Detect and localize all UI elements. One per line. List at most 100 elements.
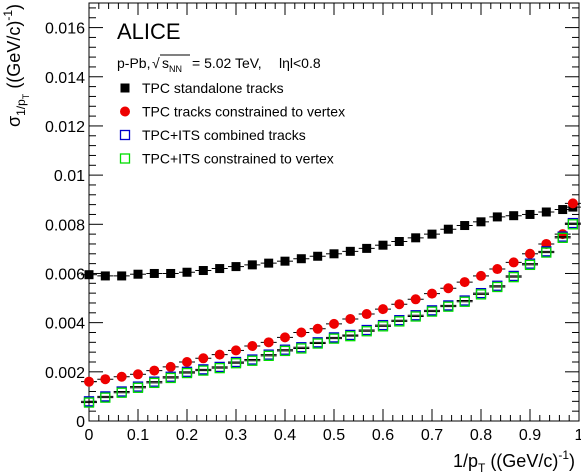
- data-point: [345, 331, 356, 342]
- legend-marker: [120, 106, 130, 117]
- data-point: [149, 377, 160, 389]
- legend-label: TPC standalone tracks: [142, 80, 284, 96]
- data-point: [476, 217, 486, 227]
- data-point: [100, 271, 110, 281]
- x-tick-label: 0.5: [323, 427, 345, 444]
- data-point: [263, 337, 274, 348]
- data-point: [524, 259, 536, 271]
- data-point: [475, 289, 487, 300]
- data-point: [361, 326, 372, 337]
- data-point: [182, 356, 192, 367]
- eta-cut: lηl<0.8: [279, 55, 321, 71]
- data-point: [215, 264, 225, 274]
- data-point: [132, 382, 144, 393]
- data-point: [362, 243, 372, 253]
- data-point: [149, 365, 160, 376]
- data-point: [247, 341, 258, 352]
- data-point: [166, 268, 176, 278]
- data-point: [541, 247, 552, 258]
- data-point: [492, 212, 502, 222]
- legend: TPC standalone tracks TPC tracks constrai…: [119, 80, 345, 167]
- data-point: [525, 209, 535, 219]
- series-1: [81, 202, 581, 281]
- data-point: [198, 266, 208, 276]
- data-point: [567, 219, 579, 230]
- data-point: [394, 299, 405, 310]
- data-point: [492, 264, 503, 275]
- sqrt-symbol: √: [152, 55, 160, 71]
- data-point: [214, 362, 225, 374]
- s-nn-symbol: sNN: [162, 55, 182, 74]
- data-point: [443, 283, 454, 294]
- data-point: [296, 343, 307, 354]
- data-point: [411, 233, 421, 243]
- data-point: [247, 355, 258, 366]
- data-point: [133, 269, 143, 279]
- x-axis-title: 1/pT ((GeV/c)-1): [453, 448, 575, 475]
- data-point: [329, 249, 339, 259]
- data-point: [508, 272, 519, 283]
- data-point: [247, 260, 257, 270]
- data-point: [296, 327, 307, 338]
- data-point: [509, 211, 519, 221]
- y-tick-label: 0.002: [45, 365, 85, 382]
- data-point: [476, 270, 486, 281]
- data-point: [378, 304, 388, 315]
- data-point: [100, 392, 111, 403]
- y-tick-label: 0.014: [45, 70, 85, 87]
- legend-label: TPC tracks constrained to vertex: [142, 104, 345, 120]
- data-point: [149, 268, 159, 278]
- data-point: [345, 313, 356, 324]
- x-tick-label: 1: [575, 427, 581, 444]
- data-point: [116, 371, 127, 382]
- series-2: [81, 198, 581, 387]
- data-point: [460, 221, 470, 231]
- data-point: [280, 256, 290, 266]
- data-point: [296, 254, 306, 264]
- x-tick-label: 0.8: [470, 427, 492, 444]
- data-point: [567, 198, 578, 209]
- x-tick-label: 0.9: [519, 427, 541, 444]
- data-point: [198, 365, 209, 376]
- legend-marker: [120, 83, 130, 93]
- legend-label: TPC+ITS constrained to vertex: [142, 151, 334, 167]
- data-point: [443, 301, 454, 312]
- collision-energy: = 5.02 TeV,: [192, 55, 262, 71]
- data-point: [83, 397, 95, 408]
- data-point: [557, 232, 568, 243]
- data-point: [378, 240, 388, 250]
- data-point: [541, 207, 551, 217]
- data-point: [165, 372, 176, 384]
- y-tick-label: 0.012: [45, 119, 85, 136]
- data-point: [198, 353, 209, 364]
- y-tick-label: 0.008: [45, 217, 85, 234]
- y-axis-title: σ1/pT ((GeV/c)-1): [1, 4, 31, 127]
- y-tick-label: 0.01: [54, 168, 85, 185]
- data-point: [312, 338, 323, 349]
- data-point: [117, 271, 127, 281]
- data-point: [508, 257, 519, 268]
- data-point: [525, 248, 535, 259]
- data-point: [84, 270, 94, 280]
- data-point: [165, 361, 176, 372]
- data-point: [459, 296, 470, 307]
- data-point: [264, 258, 274, 268]
- y-tick-label: 0.016: [45, 21, 85, 38]
- data-point: [100, 374, 111, 385]
- data-point: [345, 246, 355, 256]
- data-point: [459, 277, 470, 288]
- data-point: [558, 205, 568, 215]
- data-point: [427, 229, 437, 239]
- collision-system: p-Pb,: [117, 55, 150, 71]
- data-point: [280, 332, 290, 343]
- data-point: [133, 369, 143, 380]
- x-tick-label: 0.4: [274, 427, 296, 444]
- data-point: [116, 387, 127, 398]
- x-tick-label: 0.3: [225, 427, 247, 444]
- data-point: [313, 251, 323, 261]
- data-point: [492, 281, 503, 293]
- data-point: [182, 267, 192, 277]
- data-point: [312, 323, 323, 334]
- x-tick-label: 0.1: [127, 427, 149, 444]
